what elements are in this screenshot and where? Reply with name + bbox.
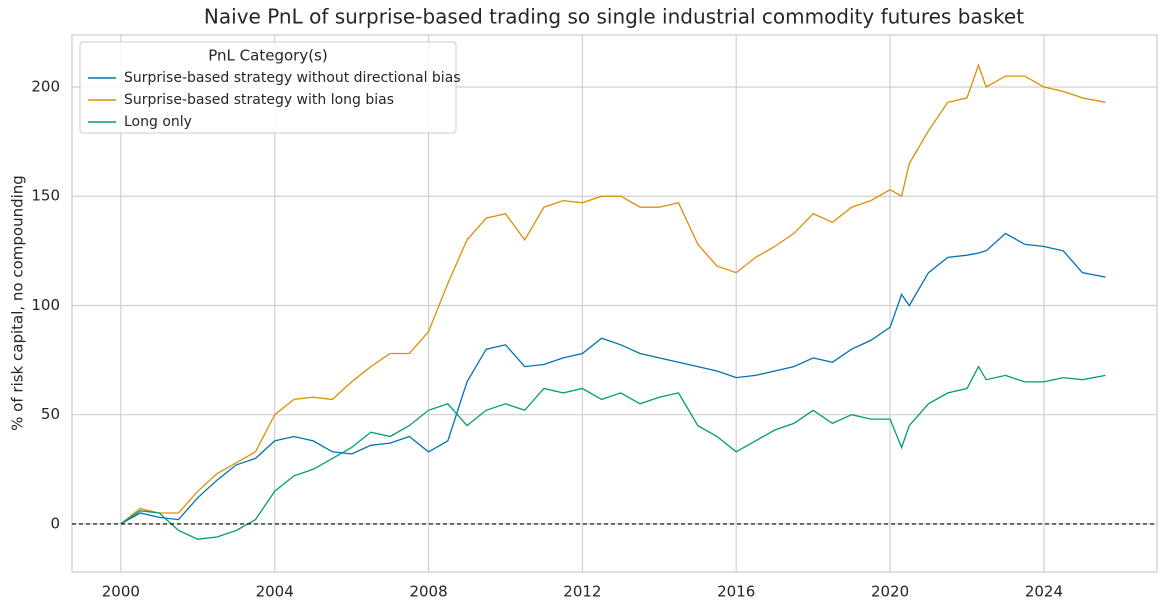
legend-box bbox=[79, 41, 457, 134]
y-tick-label: 50 bbox=[41, 405, 60, 423]
y-tick-label: 200 bbox=[31, 77, 60, 95]
x-tick-label: 2024 bbox=[1025, 583, 1063, 601]
legend-label: Surprise-based strategy with long bias bbox=[124, 92, 394, 108]
legend-label: Long only bbox=[124, 114, 192, 130]
x-tick-label: 2012 bbox=[563, 583, 601, 601]
y-axis-label: % of risk capital, no compounding bbox=[9, 175, 27, 431]
x-tick-label: 2016 bbox=[717, 583, 755, 601]
y-tick-label: 150 bbox=[31, 187, 60, 205]
y-tick-label: 100 bbox=[31, 296, 60, 314]
plot-frame bbox=[71, 34, 1158, 573]
series-line bbox=[120, 365, 1106, 540]
legend-label: Surprise-based strategy without directio… bbox=[124, 70, 461, 86]
legend-title: PnL Category(s) bbox=[208, 47, 327, 65]
chart-title: Naive PnL of surprise-based trading so s… bbox=[204, 5, 1024, 29]
legend: PnL Category(s) Surprise-based strategy w… bbox=[79, 41, 461, 134]
x-tick-label: 2020 bbox=[871, 583, 909, 601]
x-tick-label: 2004 bbox=[256, 583, 294, 601]
x-tick-label: 2008 bbox=[409, 583, 447, 601]
x-tick-label: 2000 bbox=[102, 583, 140, 601]
series-line bbox=[120, 232, 1106, 525]
series-line bbox=[120, 63, 1106, 525]
y-tick-label: 0 bbox=[50, 514, 60, 532]
